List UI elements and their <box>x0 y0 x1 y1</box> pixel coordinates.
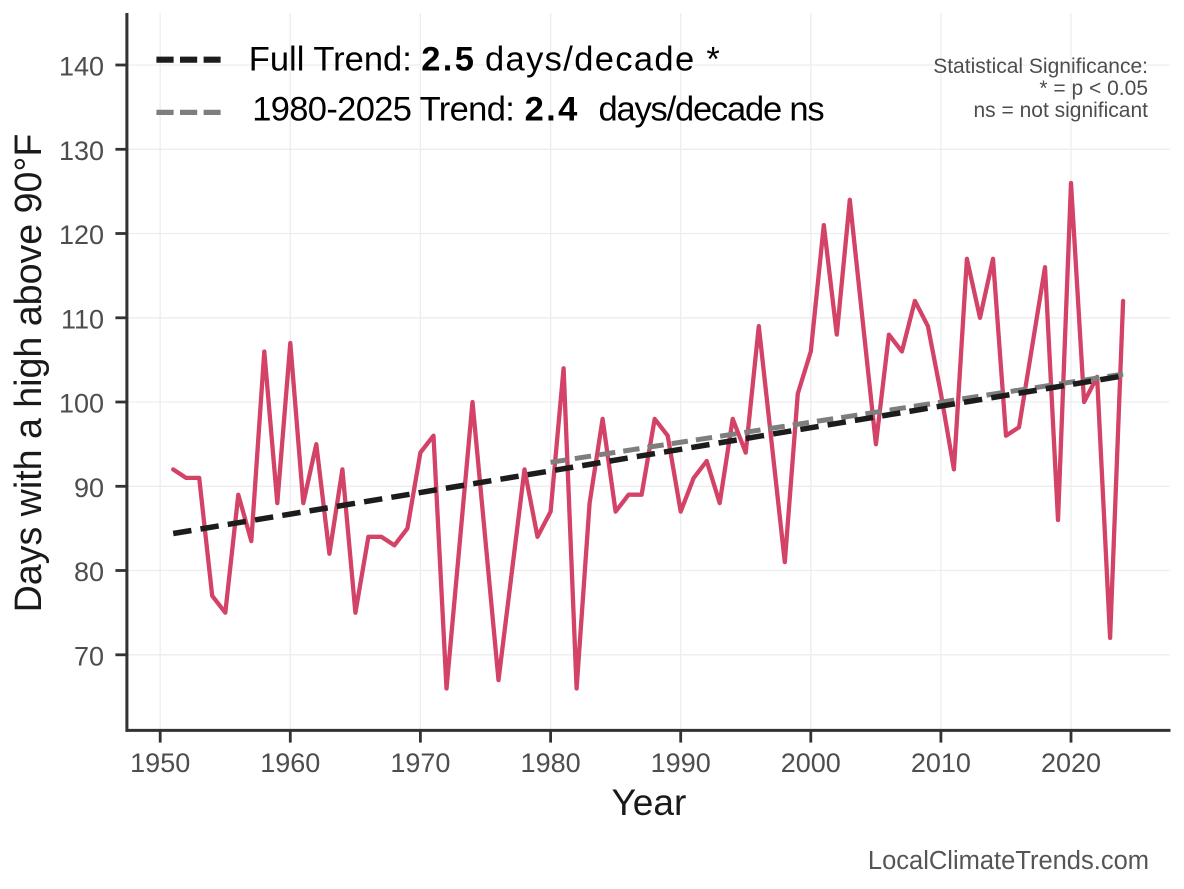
svg-text:2.5: 2.5 <box>421 40 476 78</box>
svg-text:2020: 2020 <box>1041 748 1101 778</box>
svg-text:1960: 1960 <box>260 748 320 778</box>
svg-text:100: 100 <box>59 389 104 419</box>
svg-text:2.4: 2.4 <box>525 90 580 128</box>
svg-text:* = p < 0.05: * = p < 0.05 <box>1039 77 1148 100</box>
svg-text:1990: 1990 <box>651 748 711 778</box>
svg-text:1980: 1980 <box>521 748 581 778</box>
svg-text:1980-2025 Trend:: 1980-2025 Trend: <box>252 90 514 128</box>
svg-text:days/decade *: days/decade * <box>485 40 721 78</box>
svg-text:140: 140 <box>59 52 104 82</box>
svg-text:Year: Year <box>612 782 687 823</box>
svg-text:2000: 2000 <box>781 748 841 778</box>
svg-text:ns = not significant: ns = not significant <box>973 99 1148 122</box>
svg-text:Days with a high above 90°F: Days with a high above 90°F <box>7 134 49 613</box>
svg-text:70: 70 <box>74 641 104 671</box>
svg-text:110: 110 <box>61 304 104 334</box>
svg-text:90: 90 <box>74 473 104 503</box>
svg-text:1970: 1970 <box>390 748 450 778</box>
svg-text:120: 120 <box>59 220 104 250</box>
svg-text:80: 80 <box>74 557 104 587</box>
svg-text:2010: 2010 <box>911 748 971 778</box>
svg-text:1950: 1950 <box>130 748 190 778</box>
svg-text:LocalClimateTrends.com: LocalClimateTrends.com <box>868 847 1149 875</box>
svg-text:days/decade ns: days/decade ns <box>599 90 824 128</box>
svg-text:130: 130 <box>59 136 104 166</box>
svg-text:Statistical Significance:: Statistical Significance: <box>933 55 1148 78</box>
svg-text:Full Trend:: Full Trend: <box>249 40 412 78</box>
